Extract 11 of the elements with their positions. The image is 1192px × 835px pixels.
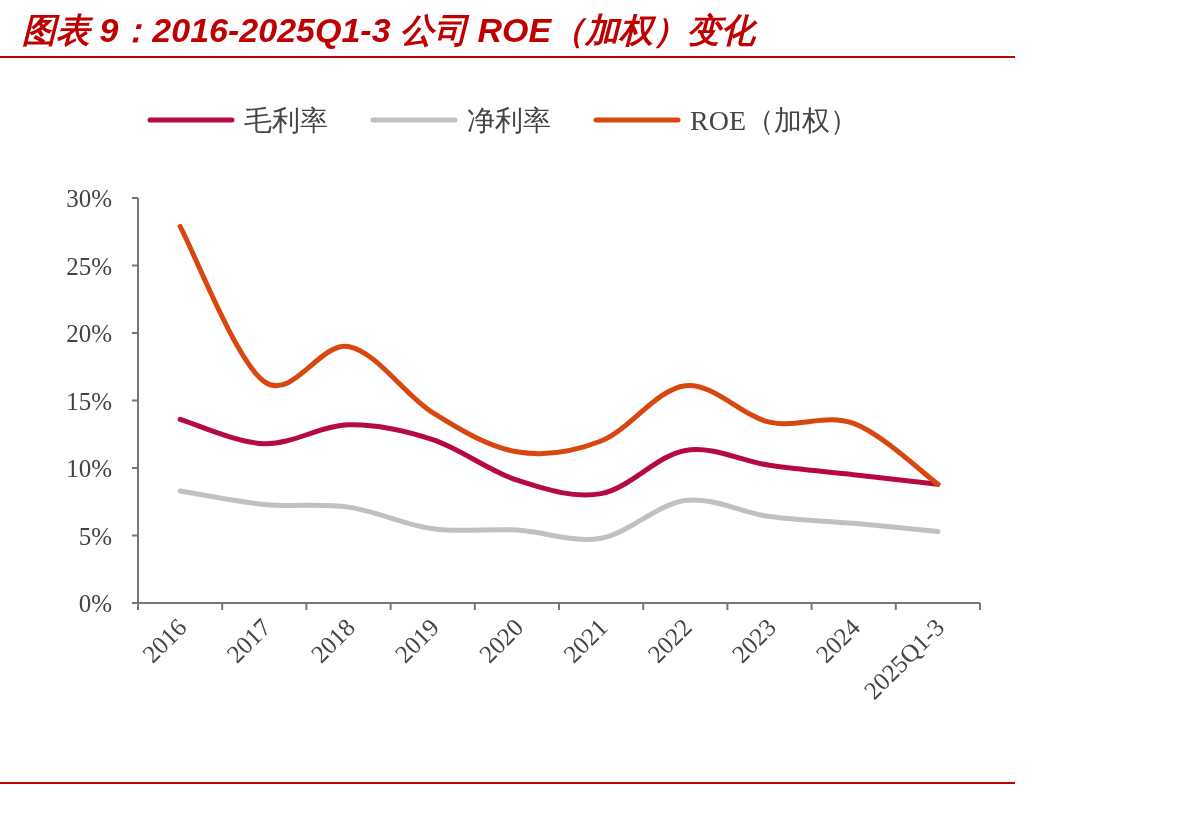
y-tick-label: 0% bbox=[78, 590, 112, 617]
y-tick-label: 25% bbox=[66, 252, 112, 280]
legend-label: 毛利率 bbox=[244, 105, 328, 136]
y-tick-label: 30% bbox=[66, 185, 112, 212]
y-tick-label: 15% bbox=[66, 387, 112, 415]
chart-title: 图表 9：2016-2025Q1-3 公司 ROE（加权）变化 bbox=[22, 11, 759, 49]
y-tick-label: 20% bbox=[66, 320, 112, 347]
legend-label: 净利率 bbox=[467, 105, 551, 136]
y-tick-label: 5% bbox=[78, 522, 112, 550]
y-tick-label: 10% bbox=[66, 455, 112, 482]
legend-label: ROE（加权） bbox=[690, 105, 858, 136]
